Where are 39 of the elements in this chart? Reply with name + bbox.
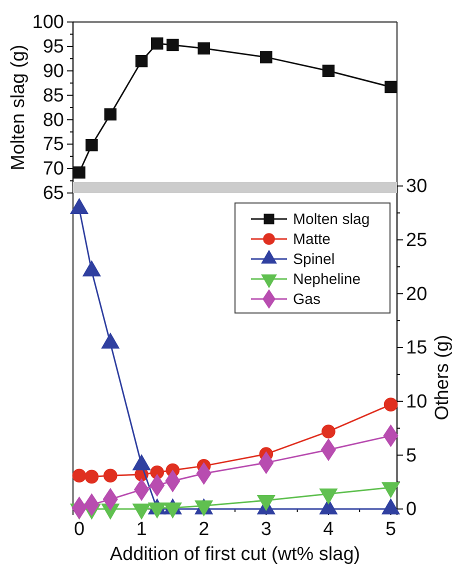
point (384, 80, 397, 94)
legend-label: Nepheline (293, 271, 361, 288)
x-tick-label: 0 (74, 519, 85, 540)
y-tick-label: 75 (42, 134, 64, 156)
y2-tick-label: 15 (406, 338, 428, 359)
y-tick-label: 80 (42, 110, 64, 131)
y-tick-label: 90 (42, 60, 64, 82)
legend-label: Gas (293, 291, 321, 308)
point (135, 54, 148, 68)
point (166, 38, 179, 52)
y2-tick-label: 25 (406, 230, 428, 251)
x-tick-label: 1 (136, 519, 147, 540)
point (73, 166, 86, 179)
point (322, 64, 335, 77)
y2-tick-label: 30 (406, 176, 428, 198)
legend-label: Spinel (293, 251, 335, 268)
legend-label: Molten slag (293, 211, 370, 228)
x-axis-title: Addition of first cut (wt% slag) (110, 544, 360, 565)
point (198, 42, 210, 55)
point (260, 51, 272, 64)
point (86, 138, 98, 152)
y2-tick-label: 10 (406, 391, 428, 412)
x-tick-label: 3 (260, 519, 272, 540)
y2-axis-title: Others (g) (432, 334, 453, 420)
point (150, 37, 164, 50)
y2-tick-label: 0 (406, 499, 417, 520)
x-tick-label: 2 (198, 519, 210, 540)
y-tick-label: 100 (32, 12, 64, 34)
y-axis-title: Molten slag (g) (8, 44, 29, 170)
y2-tick-label: 20 (406, 284, 428, 305)
y-tick-label: 95 (42, 36, 64, 58)
x-tick-label: 4 (323, 519, 334, 540)
point (104, 108, 117, 120)
y2-tick-label: 5 (406, 445, 417, 466)
x-tick-label: 5 (385, 519, 396, 540)
y-tick-label: 65 (42, 183, 64, 204)
legend-label: Matte (293, 231, 331, 248)
y-tick-label: 85 (42, 85, 64, 106)
y-tick-label: 70 (42, 158, 64, 180)
